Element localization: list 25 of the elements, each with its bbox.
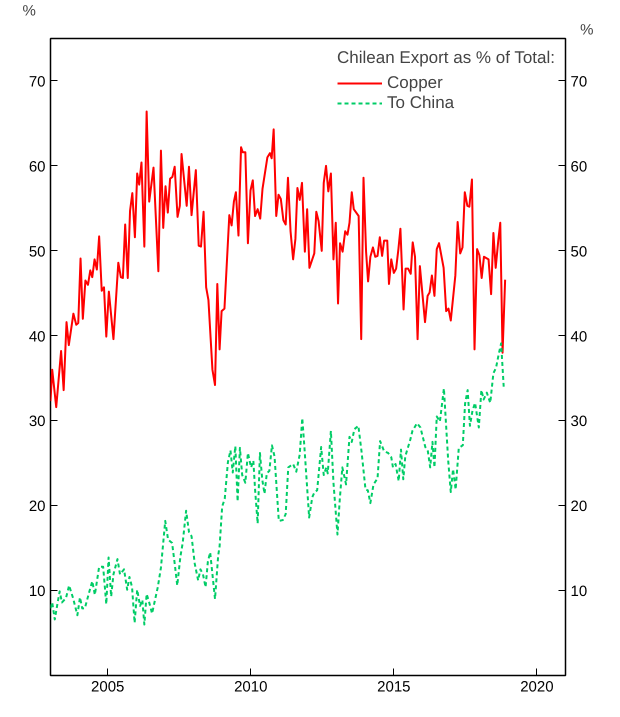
y2-tick-label: 30 [570,413,588,430]
y-tick-label: 40 [28,328,46,346]
y-tick-label: 50 [28,243,46,260]
legend-title: Chilean Export as % of Total: [337,48,555,68]
y2-tick-label: 70 [570,73,588,90]
legend-label: To China [387,93,454,113]
x-tick-label: 2005 [91,678,124,696]
legend-label: Copper [387,73,443,93]
x-tick-label: 2015 [377,678,411,696]
line-series [50,110,506,408]
y2-tick-label: 20 [570,498,588,516]
y2-tick-label: 50 [570,243,588,260]
line-series [50,342,505,626]
x-tick-label: 2010 [234,678,268,696]
y-tick-label: 20 [28,498,46,516]
y2-tick-label: 10 [570,583,588,600]
y-axis-title: % [22,2,36,20]
y-tick-label: 70 [28,73,46,90]
y-tick-label: 60 [28,158,46,176]
y2-tick-label: 60 [570,158,588,176]
y2-axis-title: % [580,22,594,38]
y-tick-label: 10 [28,583,46,600]
y-tick-label: 30 [28,413,46,430]
y2-tick-label: 40 [570,328,588,346]
x-tick-label: 2020 [520,678,554,696]
